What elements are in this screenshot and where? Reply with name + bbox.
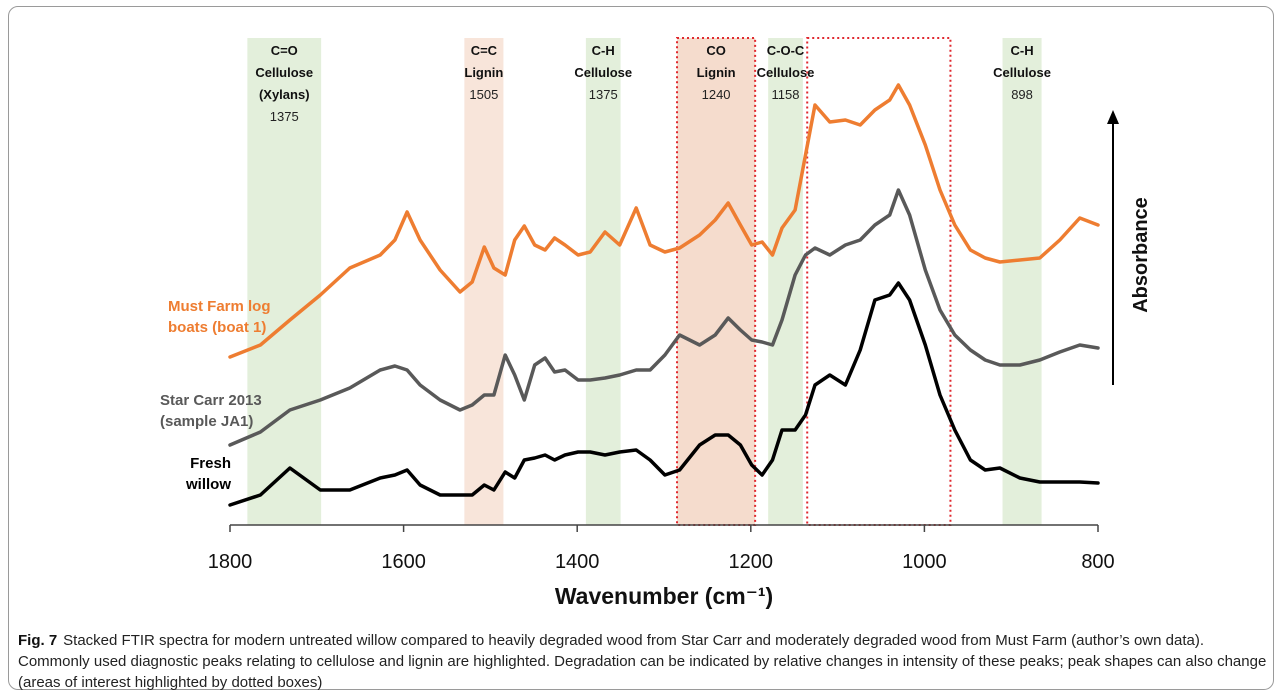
band-label: Cellulose [757, 65, 815, 80]
band-label: C-O-C [767, 43, 805, 58]
band-label: C=C [471, 43, 498, 58]
band-label: CO [706, 43, 726, 58]
band [585, 38, 621, 525]
band-peak: 898 [1011, 87, 1033, 102]
band-label: Cellulose [993, 65, 1051, 80]
y-axis-title: Absorbance [1130, 197, 1152, 313]
band-label: C-H [1010, 43, 1033, 58]
band-label: Lignin [697, 65, 736, 80]
band-label: Lignin [464, 65, 503, 80]
x-tick-label: 1200 [729, 551, 774, 573]
x-tick-label: 1000 [902, 551, 947, 573]
band-peak: 1240 [702, 87, 731, 102]
chart: C=O Cellulose (Xylans) 1375 C=C Lignin 1505 C-H… [208, 37, 1152, 609]
figure-frame [8, 6, 1274, 690]
caption: Fig. 7 Stacked FTIR spectra for modern un… [18, 630, 1268, 693]
series-label: Star Carr 2013 (sample JA1) [160, 392, 262, 430]
x-tick-label: 1400 [555, 551, 600, 573]
series-label: Must Farm log boats (boat 1) [168, 298, 271, 336]
band-peak: 1375 [270, 109, 299, 124]
band-peak: 1505 [469, 87, 498, 102]
band-label: Cellulose [574, 65, 632, 80]
spectrum-line [228, 281, 1100, 507]
band-label: Cellulose [255, 65, 313, 80]
x-axis-title: Wavenumber (cm⁻¹) [555, 583, 773, 609]
band [247, 38, 322, 525]
spectrum-line [228, 83, 1100, 359]
caption-label: Fig. 7 [18, 632, 58, 649]
band-peak: 1158 [772, 87, 800, 102]
band-label: C-H [592, 43, 615, 58]
band-peak: 1375 [589, 87, 618, 102]
band [1002, 38, 1042, 525]
spectrum-line [228, 188, 1100, 447]
band [768, 38, 803, 525]
band-label: (Xylans) [259, 87, 310, 102]
x-tick-label: 1800 [208, 551, 253, 573]
x-tick-label: 800 [1081, 551, 1114, 573]
series-label: Fresh willow [186, 455, 231, 493]
caption-text: Stacked FTIR spectra for modern untreate… [18, 632, 1267, 691]
y-arrow-head [1107, 110, 1119, 124]
x-tick-label: 1600 [381, 551, 426, 573]
band [677, 38, 756, 525]
band-label: C=O [271, 43, 298, 58]
highlight-box [676, 37, 757, 526]
